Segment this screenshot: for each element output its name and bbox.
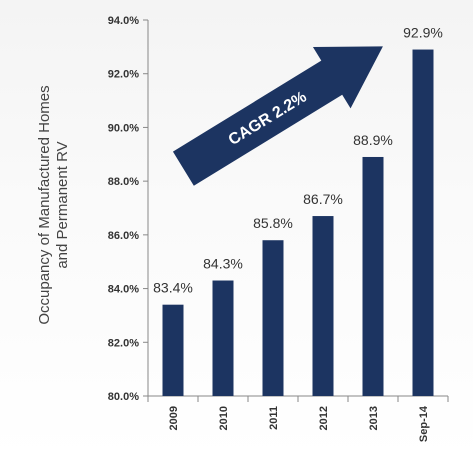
y-tick-label: 82.0% (108, 337, 139, 349)
x-tick-label: Sep-14 (418, 405, 430, 442)
value-label: 85.8% (253, 215, 293, 231)
x-tick-label: 2010 (218, 406, 230, 430)
y-tick-label: 92.0% (108, 69, 139, 81)
value-label: 83.4% (153, 280, 193, 296)
x-axis: 2009 2010 2011 2012 2013 Sep-14 (168, 405, 430, 442)
bar (362, 156, 384, 396)
x-tick-label: 2011 (268, 406, 280, 430)
y-axis-title-line-1: Occupancy of Manufactured Homes (36, 85, 53, 324)
cagr-arrow-shape (172, 46, 383, 186)
value-labels: 83.4% 84.3% 85.8% 86.7% 88.9% 92.9% (153, 25, 443, 296)
bar (262, 240, 284, 396)
value-label: 84.3% (203, 256, 243, 272)
y-tick-label: 80.0% (108, 391, 139, 403)
y-tick-label: 84.0% (108, 284, 139, 296)
x-tick-label: 2009 (168, 406, 180, 430)
value-label: 92.9% (403, 25, 443, 41)
value-label: 86.7% (303, 191, 343, 207)
x-tick-label: 2012 (318, 406, 330, 430)
bar (212, 280, 234, 396)
bar (312, 216, 334, 396)
y-tick-label: 90.0% (108, 122, 139, 134)
bar (412, 49, 434, 397)
y-tick-label: 94.0% (108, 15, 139, 27)
bars (162, 49, 434, 397)
y-tick-label: 88.0% (108, 176, 139, 188)
y-axis-title-line-2: and Permanent RV (54, 141, 71, 268)
value-label: 88.9% (353, 132, 393, 148)
y-tick-label: 86.0% (108, 230, 139, 242)
x-tick-label: 2013 (368, 406, 380, 430)
y-axis: 80.0% 82.0% 84.0% 86.0% 88.0% 90.0% 92.0% 94.0% (108, 15, 449, 403)
y-axis-title: Occupancy of Manufactured Homes and Perm… (36, 85, 71, 324)
bar (162, 304, 184, 396)
